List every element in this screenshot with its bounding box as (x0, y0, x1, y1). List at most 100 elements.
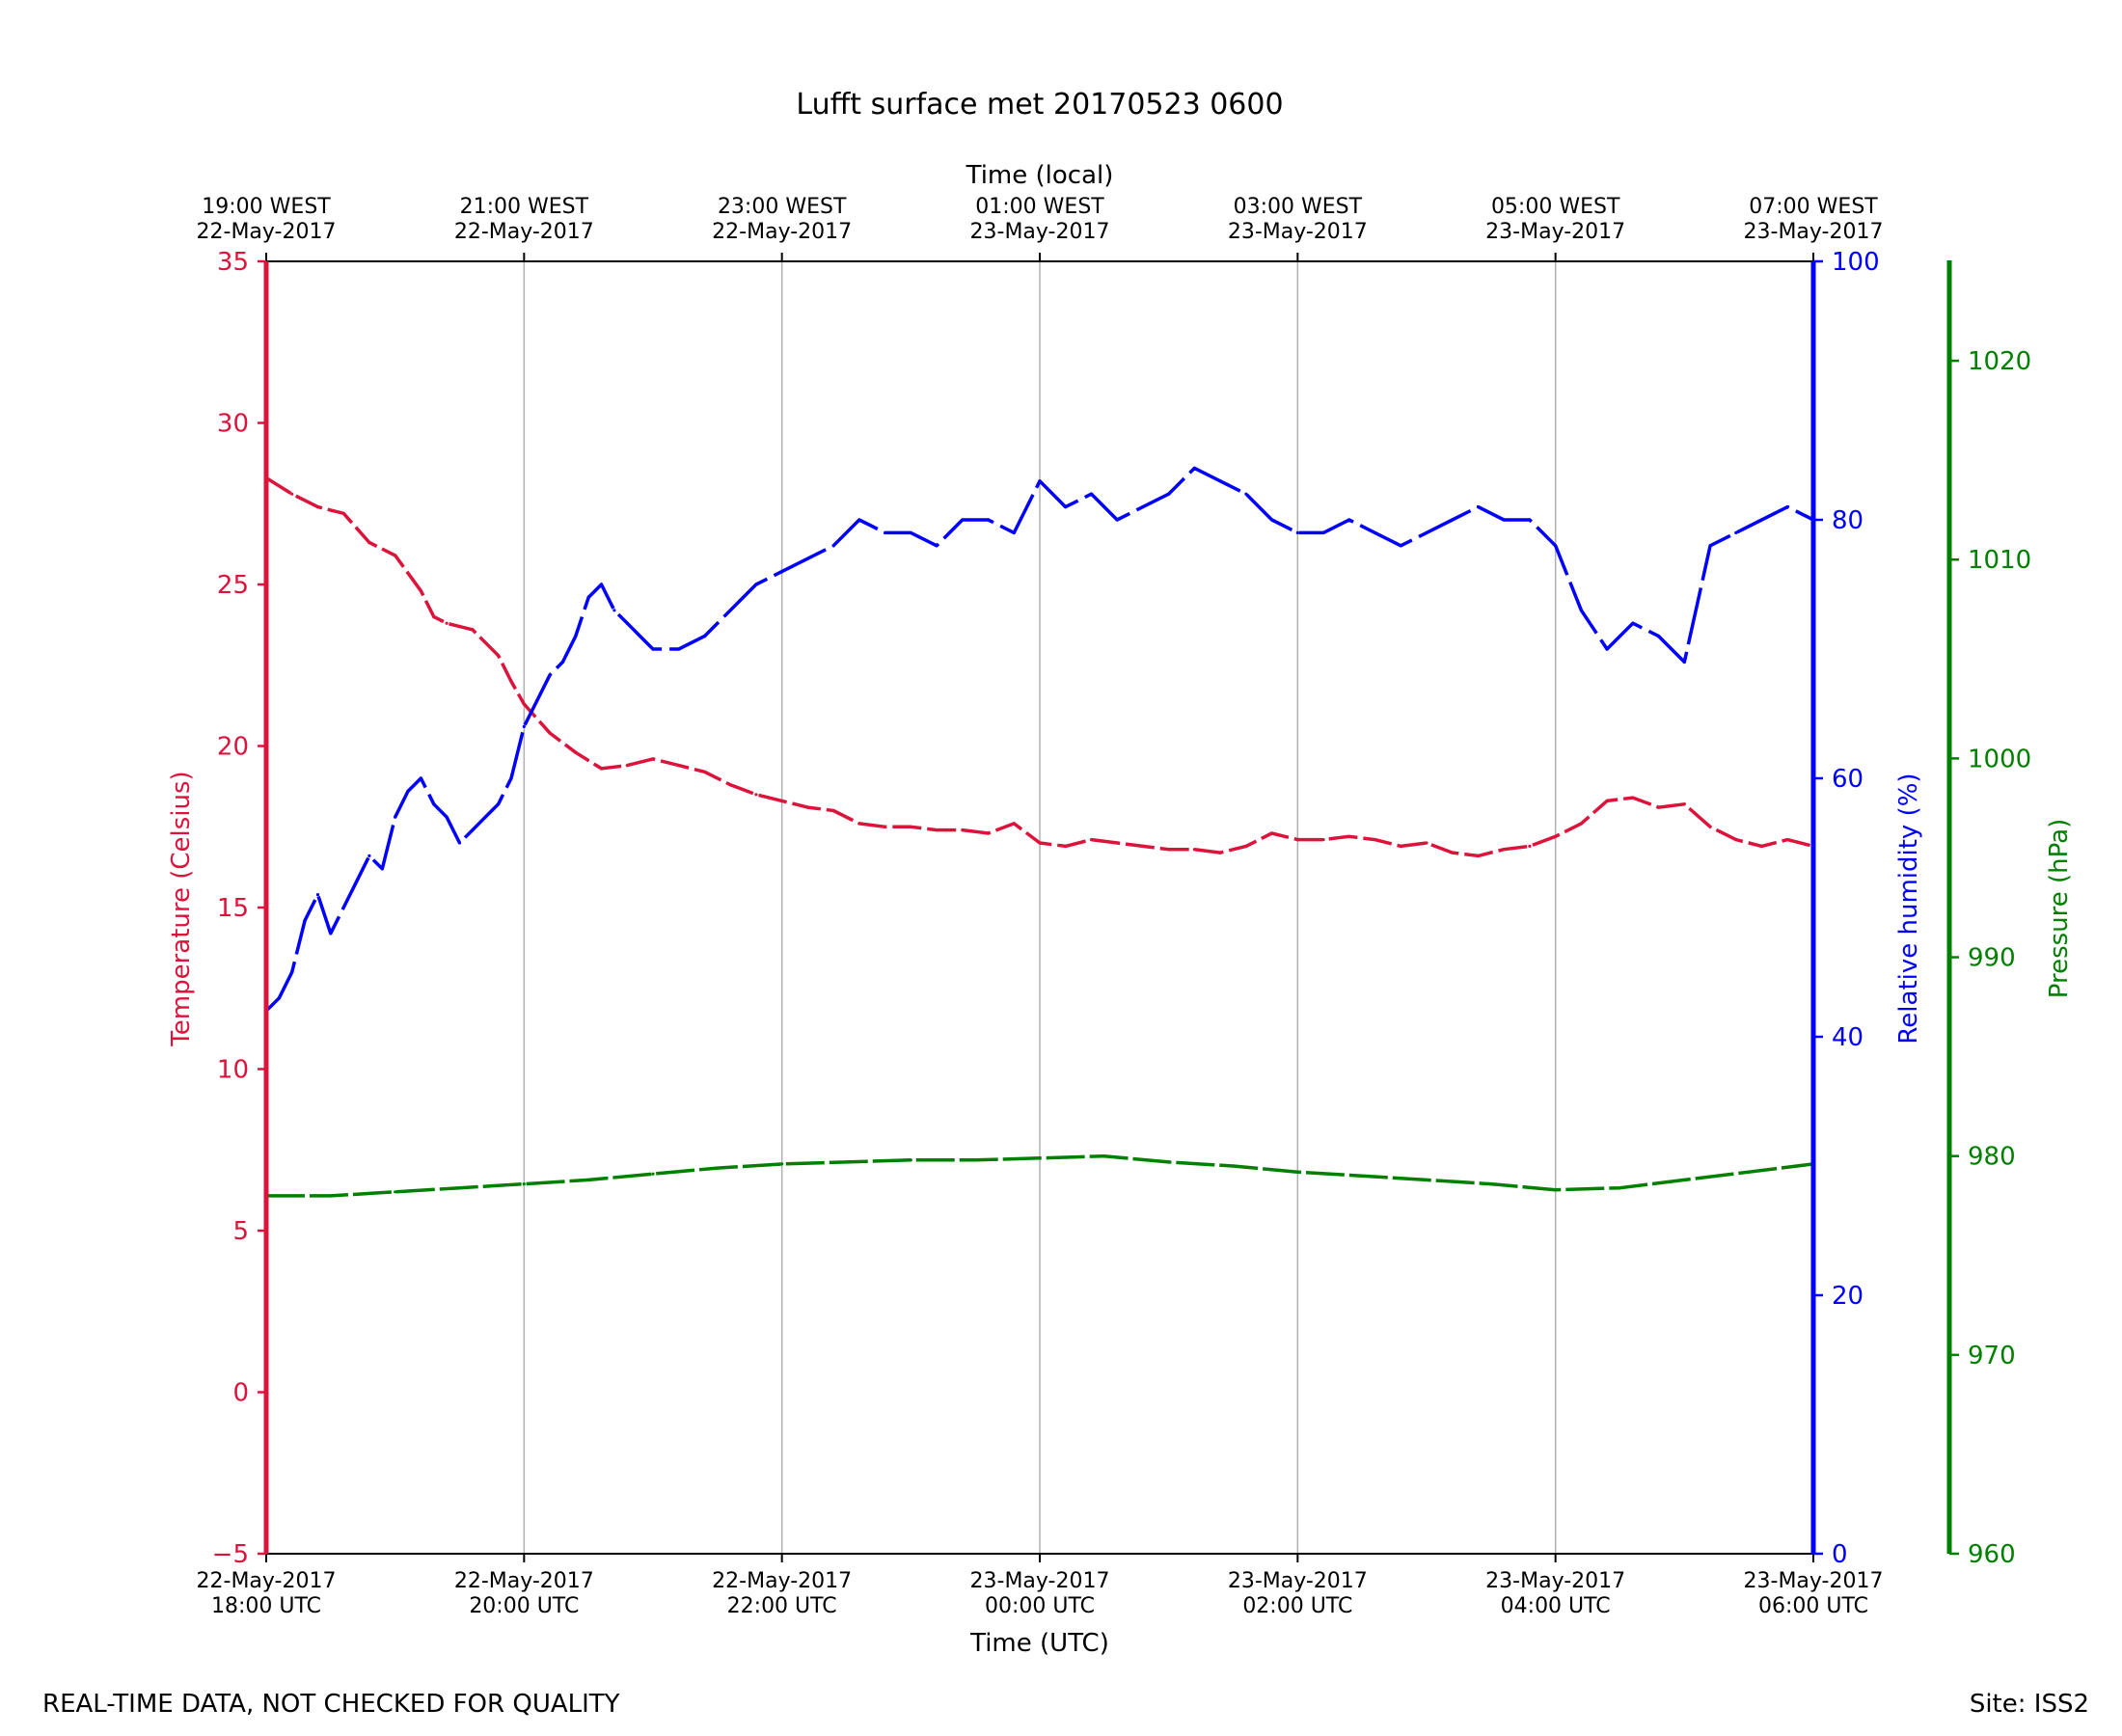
series-1-point-46 (1064, 505, 1068, 509)
series-0-point-57 (1682, 802, 1686, 806)
series-1-point-32 (702, 635, 707, 638)
series-0-point-5 (394, 554, 397, 557)
series-1-point-10 (394, 815, 397, 819)
series-2-point-6 (651, 1172, 655, 1176)
series-0-point-29 (961, 828, 965, 832)
series-1-point-66 (1579, 609, 1583, 612)
series-1-point-23 (560, 660, 565, 665)
series-0-point-3 (341, 511, 345, 515)
series-0-point-42 (1295, 838, 1299, 842)
series-0-point-14 (574, 750, 578, 754)
series-0-point-61 (1785, 838, 1789, 842)
series-0-point-7 (432, 614, 436, 619)
series-1-point-8 (367, 854, 371, 858)
series-1-point-48 (1115, 518, 1119, 522)
series-2-point-11 (973, 1158, 977, 1162)
series-1-point-28 (625, 621, 629, 625)
series-2-point-13 (1102, 1154, 1106, 1158)
top-tick-time-2: 23:00 WEST (718, 195, 847, 219)
series-1-point-55 (1295, 530, 1299, 535)
series-0-point-38 (1192, 848, 1196, 852)
series-1-point-59 (1399, 544, 1402, 548)
series-0-point-31 (1012, 822, 1016, 826)
series-1-point-35 (780, 570, 784, 574)
series-2-point-19 (1489, 1182, 1493, 1186)
top-tick-date-3: 23-May-2017 (970, 220, 1110, 244)
series-1-point-13 (432, 802, 436, 806)
series-2-point-15 (1231, 1164, 1236, 1168)
series-0-point-41 (1270, 831, 1274, 835)
series-temperature (264, 475, 1815, 858)
top-tick-time-1: 21:00 WEST (460, 195, 589, 219)
top-tick-date-6: 23-May-2017 (1744, 220, 1884, 244)
temperature-tick-label-1: 0 (232, 1379, 249, 1408)
series-1-point-51 (1192, 466, 1196, 470)
series-1-point-7 (355, 880, 359, 883)
series-1-point-24 (574, 635, 578, 638)
series-1-point-72 (1734, 530, 1738, 535)
series-2-point-8 (780, 1162, 784, 1166)
series-0-point-20 (728, 783, 732, 787)
bottom-axis-label: Time (UTC) (969, 1629, 1109, 1658)
temperature-tick-label-2: 5 (232, 1217, 249, 1246)
chart-title: Lufft surface met 20170523 0600 (796, 88, 1283, 122)
series-1-point-17 (483, 815, 487, 819)
top-tick-date-1: 22-May-2017 (454, 220, 594, 244)
vertical-gridlines (523, 261, 1557, 1554)
series-1-point-50 (1167, 492, 1171, 496)
humidity-tick-label-4: 80 (1832, 506, 1864, 535)
series-0-point-53 (1579, 822, 1583, 826)
series-0-point-33 (1064, 844, 1068, 849)
series-0-point-12 (522, 702, 526, 706)
y-axis-ticks: −5 0 5 10 15 20 25 30 35 0 20 40 60 80 100 960 970 980 990… (212, 248, 2032, 1569)
footer-quality-note: REAL-TIME DATA, NOT CHECKED FOR QUALITY (42, 1690, 620, 1719)
series-1-point-22 (548, 673, 552, 677)
temperature-tick-label-5: 20 (217, 733, 249, 762)
series-1-point-33 (728, 609, 732, 612)
series-1-point-74 (1785, 505, 1789, 509)
series-0-point-60 (1759, 844, 1764, 849)
series-1-point-47 (1089, 492, 1094, 496)
series-0-point-28 (935, 828, 939, 832)
series-2-point-4 (522, 1182, 526, 1186)
series-0-point-45 (1373, 838, 1377, 842)
series-1-point-9 (380, 867, 384, 871)
bottom-tick-time-1: 20:00 UTC (469, 1594, 579, 1618)
series-2-point-5 (586, 1178, 590, 1181)
top-tick-time-4: 03:00 WEST (1234, 195, 1363, 219)
series-2-point-23 (1747, 1170, 1751, 1174)
series-0-point-17 (651, 757, 655, 761)
pressure-tick-label-0: 960 (1968, 1540, 2016, 1569)
series-1-point-65 (1554, 544, 1558, 548)
series-2-point-16 (1295, 1170, 1299, 1174)
series-0-point-47 (1425, 841, 1428, 845)
series-1-point-3 (303, 918, 307, 923)
humidity-tick-label-1: 20 (1832, 1282, 1864, 1311)
top-axis-label: Time (local) (966, 161, 1114, 190)
series-1-point-26 (599, 583, 604, 586)
series-relative-humidity (264, 466, 1815, 1013)
top-tick-date-0: 22-May-2017 (197, 220, 337, 244)
series-2-point-12 (1038, 1156, 1042, 1160)
series-1-point-60 (1425, 530, 1428, 535)
pressure-tick-label-4: 1000 (1968, 745, 2031, 773)
pressure-tick-label-1: 970 (1968, 1342, 2016, 1370)
bottom-tick-time-2: 22:00 UTC (727, 1594, 837, 1618)
series-1-point-69 (1657, 635, 1661, 638)
temperature-tick-label-4: 15 (217, 894, 249, 923)
series-2-point-3 (457, 1186, 462, 1190)
series-1-point-30 (651, 647, 655, 651)
series-0-point-8 (445, 621, 449, 625)
series-0-point-35 (1115, 841, 1119, 845)
series-0-point-59 (1734, 838, 1738, 842)
series-1-point-63 (1502, 518, 1506, 522)
series-1-point-11 (406, 789, 410, 794)
series-1-point-34 (754, 583, 758, 586)
series-0-point-54 (1605, 799, 1609, 803)
series-1-point-57 (1347, 518, 1351, 522)
top-tick-date-2: 22-May-2017 (712, 220, 852, 244)
bottom-tick-time-5: 04:00 UTC (1501, 1594, 1611, 1618)
humidity-tick-label-5: 100 (1832, 248, 1880, 277)
series-0-point-25 (857, 822, 861, 826)
